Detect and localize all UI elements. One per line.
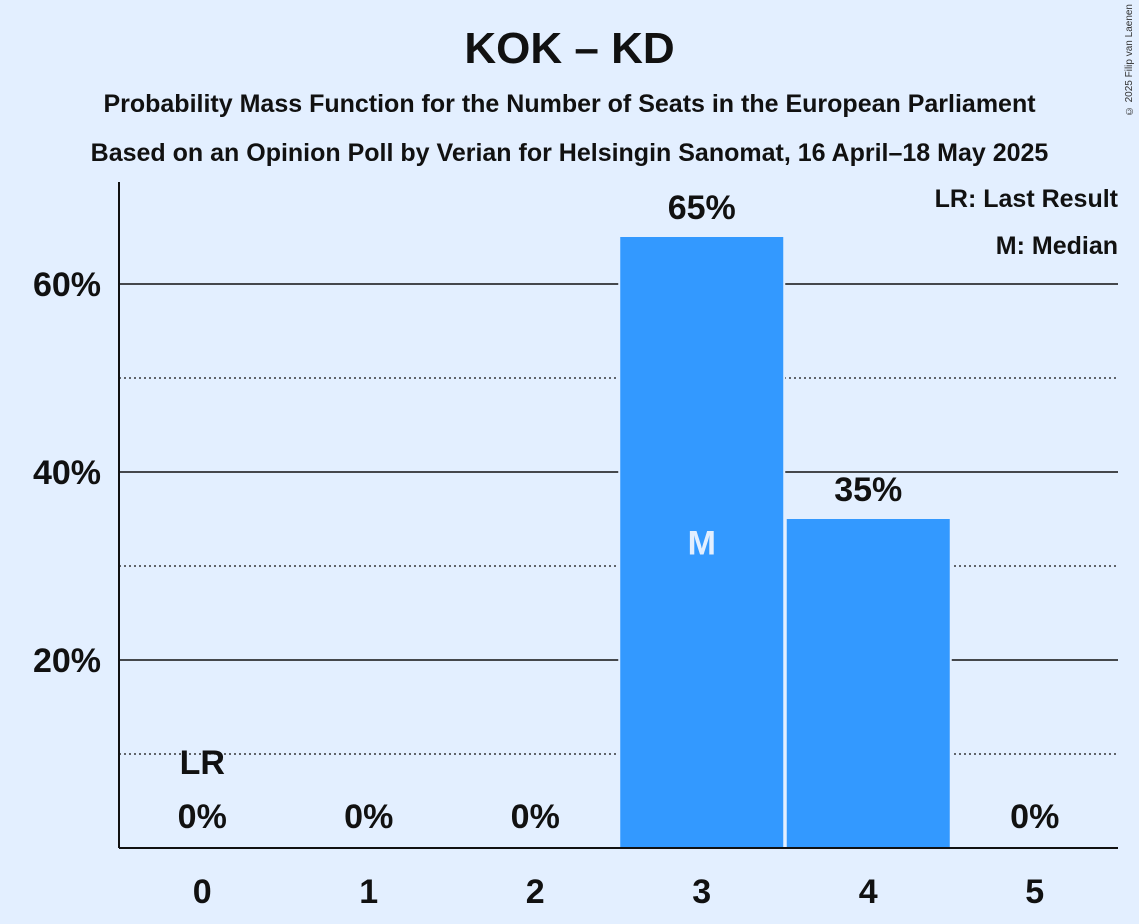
legend-median: M: Median <box>995 232 1118 260</box>
bar-value-label: 35% <box>834 471 902 509</box>
y-tick-label: 20% <box>33 642 101 680</box>
chart-title: KOK – KD <box>464 24 675 73</box>
bar-value-label: 0% <box>344 798 393 836</box>
x-tick-label: 1 <box>359 873 378 911</box>
chart-subtitle-poll: Based on an Opinion Poll by Verian for H… <box>90 139 1049 167</box>
x-tick-label: 5 <box>1025 873 1044 911</box>
x-tick-label: 0 <box>193 873 212 911</box>
median-marker: M <box>688 525 716 563</box>
x-tick-label: 4 <box>859 873 878 911</box>
chart-subtitle: Probability Mass Function for the Number… <box>103 90 1036 118</box>
legend-last-result: LR: Last Result <box>934 185 1118 213</box>
last-result-marker: LR <box>180 744 225 782</box>
bar-seats-3 <box>620 237 784 848</box>
x-tick-label: 3 <box>692 873 711 911</box>
bar-seats-4 <box>786 519 950 848</box>
bar-value-label: 65% <box>668 189 736 227</box>
bar-value-label: 0% <box>178 798 227 836</box>
y-tick-label: 40% <box>33 454 101 492</box>
x-tick-label: 2 <box>526 873 545 911</box>
y-tick-label: 60% <box>33 266 101 304</box>
bar-value-label: 0% <box>1010 798 1059 836</box>
bar-value-label: 0% <box>511 798 560 836</box>
